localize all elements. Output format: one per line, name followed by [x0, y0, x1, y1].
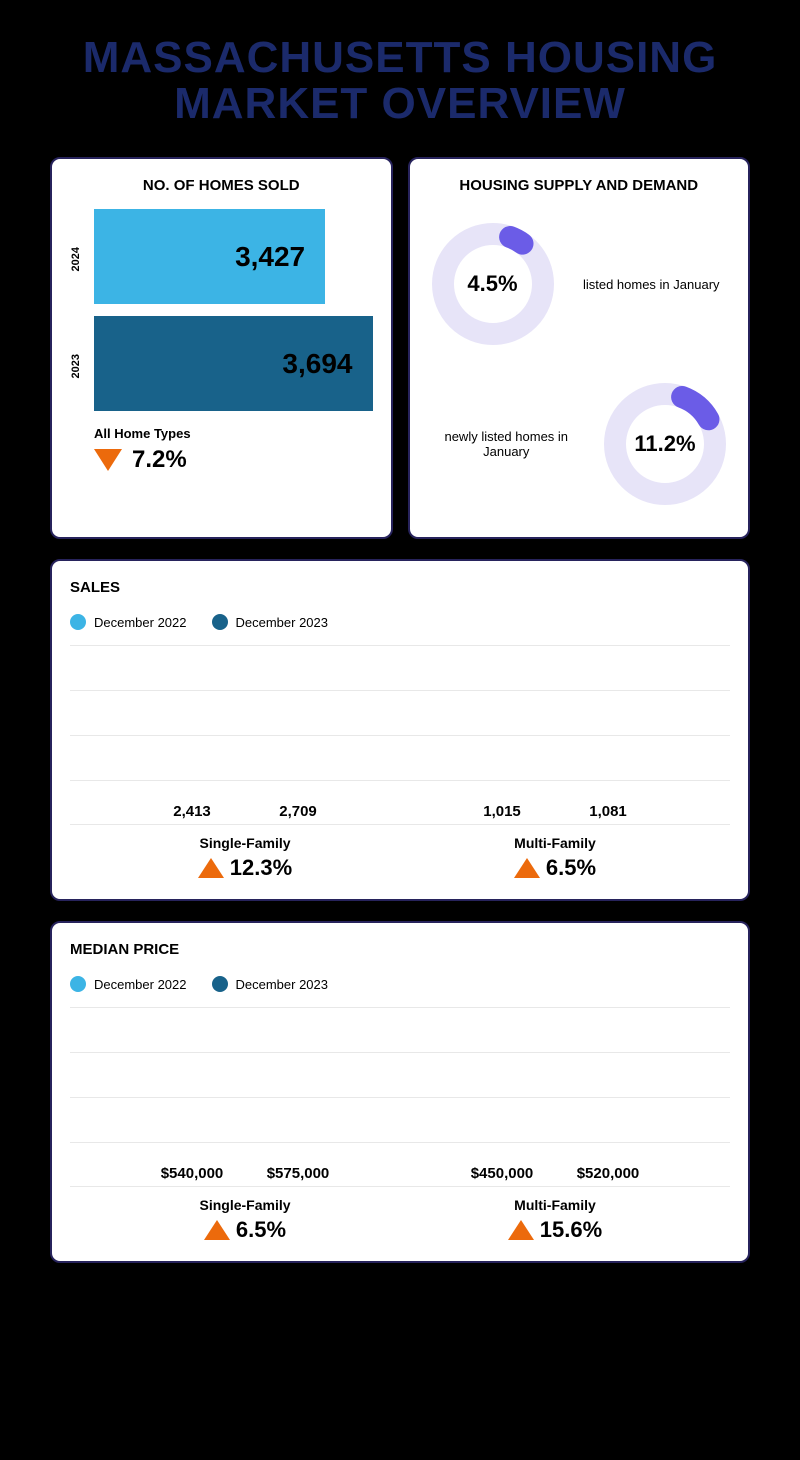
hbar-wrap: 2024 3,427 2023 3,694 [70, 209, 373, 411]
homes-sold-change: 7.2% [94, 446, 373, 474]
donut-chart: 4.5% [428, 219, 558, 349]
donut-container: 4.5% listed homes in January 11.2% newly… [428, 209, 731, 519]
homes-sold-card: NO. OF HOMES SOLD 2024 3,427 2023 3,694 … [50, 157, 393, 539]
group-name: Multi-Family [514, 1197, 596, 1213]
change-value: 7.2% [132, 446, 187, 474]
group-change-value: 6.5% [236, 1217, 286, 1243]
median-price-legend: December 2022 December 2023 [70, 976, 730, 992]
group-change: 15.6% [508, 1217, 602, 1243]
donut-row: 4.5% listed homes in January [428, 219, 731, 349]
legend-dot-icon [212, 614, 228, 630]
group-change-value: 12.3% [230, 855, 292, 881]
donut-label: newly listed homes in January [428, 429, 586, 459]
sales-legend: December 2022 December 2023 [70, 614, 730, 630]
donut-value: 11.2% [600, 379, 730, 509]
group-name: Single-Family [199, 835, 290, 851]
vbar-label: 1,015 [483, 803, 521, 820]
legend-item: December 2022 [70, 976, 187, 992]
vbar-label: $575,000 [267, 1165, 330, 1182]
vbar-label: 1,081 [589, 803, 627, 820]
hbar-year-label: 2023 [70, 354, 82, 378]
group-name: Multi-Family [514, 835, 596, 851]
group-label: Multi-Family 15.6% [400, 1197, 710, 1243]
legend-dot-icon [212, 976, 228, 992]
gridlines [70, 645, 730, 825]
group-label: Single-Family 12.3% [90, 835, 400, 881]
sales-group-labels: Single-Family 12.3% Multi-Family 6.5% [70, 825, 730, 881]
hbar-2023: 3,694 [94, 316, 373, 411]
legend-label: December 2023 [236, 977, 329, 992]
median-price-card: MEDIAN PRICE December 2022December 2023 … [50, 921, 750, 1263]
vbar-label: 2,709 [279, 803, 317, 820]
donut-value: 4.5% [428, 219, 558, 349]
donut-chart: 11.2% [600, 379, 730, 509]
group-change: 12.3% [198, 855, 292, 881]
donut-row: 11.2% newly listed homes in January [428, 379, 731, 509]
up-icon [198, 858, 224, 878]
group-change: 6.5% [204, 1217, 286, 1243]
hbar-2024: 3,427 [94, 209, 325, 304]
median-price-chart: $540,000 $575,000 $450,000 $520,000 [70, 1007, 730, 1187]
group-change-value: 6.5% [546, 855, 596, 881]
supply-demand-card: HOUSING SUPPLY AND DEMAND 4.5% listed ho… [408, 157, 751, 539]
legend-dot-icon [70, 976, 86, 992]
sales-card: SALES December 2022December 2023 2,4132,… [50, 559, 750, 901]
vbar-label: $520,000 [577, 1165, 640, 1182]
top-row: NO. OF HOMES SOLD 2024 3,427 2023 3,694 … [50, 157, 750, 539]
vbar-label: $450,000 [471, 1165, 534, 1182]
up-icon [204, 1220, 230, 1240]
group-change: 6.5% [514, 855, 596, 881]
median-price-group-labels: Single-Family 6.5% Multi-Family 15.6% [70, 1187, 730, 1243]
homes-sold-title: NO. OF HOMES SOLD [70, 177, 373, 194]
sales-title: SALES [70, 579, 730, 596]
legend-label: December 2022 [94, 977, 187, 992]
legend-item: December 2023 [212, 614, 329, 630]
vbar-label: 2,413 [173, 803, 211, 820]
legend-dot-icon [70, 614, 86, 630]
legend-label: December 2022 [94, 615, 187, 630]
group-name: Single-Family [199, 1197, 290, 1213]
homes-sold-subtext: All Home Types [94, 426, 373, 441]
legend-label: December 2023 [236, 615, 329, 630]
hbar-value: 3,694 [282, 348, 352, 380]
up-icon [514, 858, 540, 878]
up-icon [508, 1220, 534, 1240]
sales-chart: 2,413 2,709 1,015 1,081 [70, 645, 730, 825]
legend-item: December 2022 [70, 614, 187, 630]
page-title: MASSACHUSETTS HOUSING MARKET OVERVIEW [50, 35, 750, 127]
hbar-value: 3,427 [235, 241, 305, 273]
vbar-label: $540,000 [161, 1165, 224, 1182]
group-label: Multi-Family 6.5% [400, 835, 710, 881]
group-label: Single-Family 6.5% [90, 1197, 400, 1243]
supply-demand-title: HOUSING SUPPLY AND DEMAND [428, 177, 731, 194]
group-change-value: 15.6% [540, 1217, 602, 1243]
gridlines [70, 1007, 730, 1187]
hbar-year-label: 2024 [70, 247, 82, 271]
legend-item: December 2023 [212, 976, 329, 992]
median-price-title: MEDIAN PRICE [70, 941, 730, 958]
down-icon [94, 449, 122, 471]
donut-label: listed homes in January [573, 277, 731, 292]
